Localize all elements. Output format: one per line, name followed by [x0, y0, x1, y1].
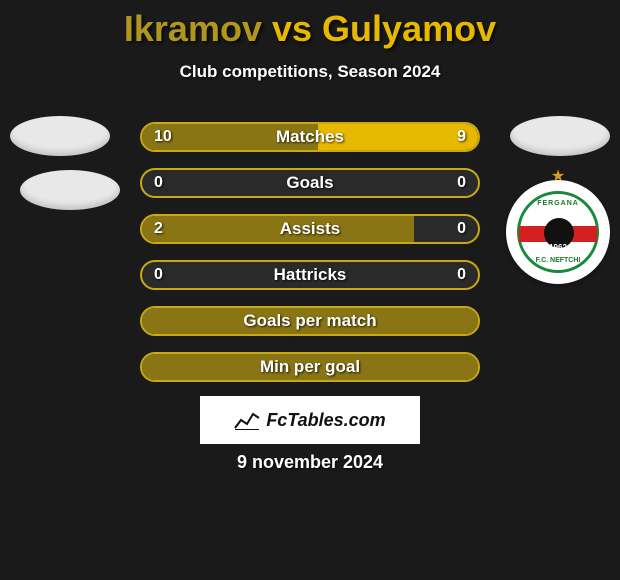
stat-label: Goals [140, 168, 480, 198]
brand-text: FcTables.com [266, 410, 385, 431]
stat-value-left: 0 [154, 168, 163, 198]
badge-bottom-text: F.C. NEFTCHI [536, 257, 581, 264]
badge-year: 1962 [549, 243, 567, 252]
stat-label: Hattricks [140, 260, 480, 290]
stat-value-right: 0 [457, 214, 466, 244]
stat-label: Min per goal [140, 352, 480, 382]
vs-text: vs [272, 8, 312, 49]
stats-container: Matches109Goals00Assists20Hattricks00Goa… [140, 122, 480, 398]
stat-row: Hattricks0 0 [140, 260, 480, 290]
stat-row: Goals per match [140, 306, 480, 336]
stat-row: Goals0 0 [140, 168, 480, 198]
comparison-title: Ikramov vs Gulyamov [0, 0, 620, 50]
player-left-name: Ikramov [124, 8, 262, 49]
subtitle: Club competitions, Season 2024 [0, 62, 620, 82]
chart-icon [234, 410, 260, 430]
player-left-avatar-1 [10, 116, 110, 156]
player-right-name: Gulyamov [322, 8, 496, 49]
stat-row: Matches10 9 [140, 122, 480, 152]
date-text: 9 november 2024 [0, 452, 620, 473]
stat-value-right: 9 [457, 122, 466, 152]
brand-box[interactable]: FcTables.com [200, 396, 420, 444]
star-icon: ★ [551, 166, 565, 186]
stat-value-right: 0 [457, 168, 466, 198]
stat-value-left: 2 [154, 214, 163, 244]
stat-label: Matches [140, 122, 480, 152]
player-left-avatar-2 [20, 170, 120, 210]
stat-label: Goals per match [140, 306, 480, 336]
badge-ring: FERGANA 1962 F.C. NEFTCHI [517, 191, 599, 273]
club-badge: ★ FERGANA 1962 F.C. NEFTCHI [506, 180, 610, 284]
stat-value-left: 10 [154, 122, 172, 152]
stat-row: Min per goal [140, 352, 480, 382]
player-right-avatar [510, 116, 610, 156]
stat-label: Assists [140, 214, 480, 244]
stat-row: Assists2 0 [140, 214, 480, 244]
badge-top-text: FERGANA [537, 200, 579, 207]
stat-value-right: 0 [457, 260, 466, 290]
stat-value-left: 0 [154, 260, 163, 290]
